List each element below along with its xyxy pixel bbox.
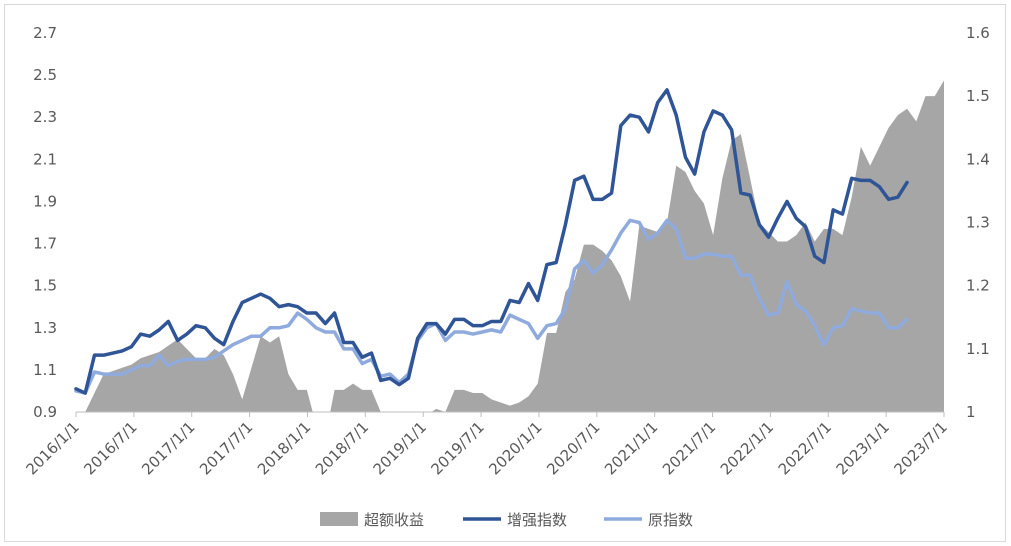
x-tick-label: 2016/1/1: [22, 418, 82, 478]
x-tick-label: 2018/7/1: [312, 418, 372, 478]
series-original-line: [74, 218, 909, 395]
x-tick-label: 2019/7/1: [428, 418, 488, 478]
y-right-tick-label: 1.2: [966, 277, 990, 295]
x-tick-label: 2023/1/1: [833, 418, 893, 478]
legend-swatch-excess: [320, 512, 358, 526]
legend-label-enhanced: 增强指数: [507, 511, 567, 529]
y-left-tick-label: 1.1: [33, 361, 57, 379]
y-left-tick-label: 1.9: [33, 192, 57, 210]
x-tick-label: 2021/1/1: [601, 418, 661, 478]
x-tick-label: 2023/7/1: [890, 418, 950, 478]
x-tick-label: 2020/1/1: [485, 418, 545, 478]
x-tick-label: 2019/1/1: [370, 418, 430, 478]
y-left-tick-label: 0.9: [33, 403, 57, 421]
series-enhanced-line: [74, 88, 909, 395]
y-left-tick-label: 1.3: [33, 319, 57, 337]
y-left-tick-label: 1.5: [33, 277, 57, 295]
legend-label-excess: 超额收益: [364, 511, 424, 529]
legend: 超额收益 增强指数 原指数: [320, 511, 693, 529]
y-right-tick-label: 1.5: [966, 87, 990, 105]
x-tick-label: 2022/7/1: [775, 418, 835, 478]
x-tick-label: 2017/1/1: [138, 418, 198, 478]
x-tick-label: 2016/7/1: [80, 418, 140, 478]
y-left-tick-label: 2.1: [33, 150, 57, 168]
legend-label-original: 原指数: [648, 511, 693, 529]
y-left-tick-label: 2.3: [33, 108, 57, 126]
x-tick-label: 2017/7/1: [196, 418, 256, 478]
y-right-tick-label: 1.4: [966, 150, 990, 168]
y-left-tick-label: 1.7: [33, 235, 57, 253]
x-tick-label: 2021/7/1: [659, 418, 719, 478]
y-right-tick-label: 1.6: [966, 24, 990, 42]
y-right-tick-label: 1: [966, 403, 976, 421]
x-tick-label: 2020/7/1: [543, 418, 603, 478]
x-tick-label: 2022/1/1: [717, 418, 777, 478]
y-left-tick-label: 2.7: [33, 24, 57, 42]
y-right-tick-label: 1.1: [966, 340, 990, 358]
series-excess-area: [76, 80, 944, 412]
y-right-tick-label: 1.3: [966, 214, 990, 232]
chart-frame: [4, 4, 1006, 542]
x-tick-label: 2018/1/1: [254, 418, 314, 478]
y-left-tick-label: 2.5: [33, 66, 57, 84]
